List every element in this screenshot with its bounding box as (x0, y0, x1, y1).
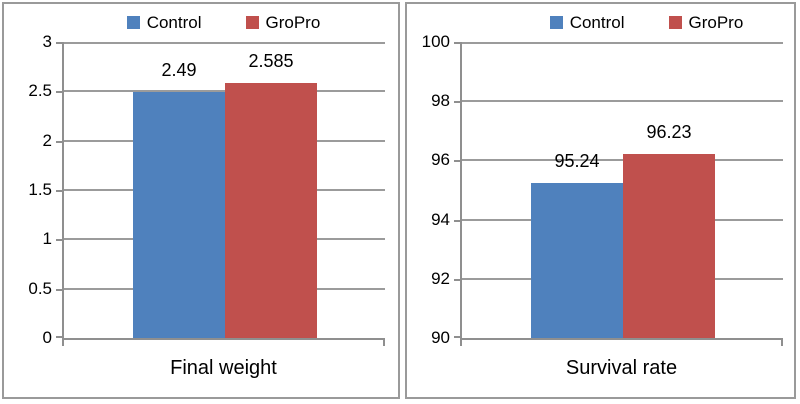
y-tick-mark (454, 160, 462, 162)
legend: Control GroPro (485, 9, 800, 36)
bar-value-label: 2.49 (161, 60, 197, 80)
category-axis-label: Survival rate (565, 357, 678, 379)
legend-label-control: Control (569, 12, 625, 32)
bar-gropro (623, 154, 715, 338)
legend-swatch-control (549, 16, 563, 29)
y-tick-label: 3 (42, 32, 52, 51)
y-tick-mark (56, 91, 64, 93)
axis-end-tick (460, 338, 462, 346)
y-tick-mark (56, 239, 64, 241)
y-tick-mark (454, 336, 462, 338)
bar-value-label: 2.585 (248, 51, 294, 71)
y-tick-label: 0 (42, 328, 52, 347)
y-tick-label: 90 (431, 328, 450, 347)
y-tick-mark (454, 101, 462, 103)
bar-control (133, 92, 225, 338)
legend: Control GroPro (62, 9, 385, 36)
legend-swatch-gropro (668, 16, 682, 29)
y-tick-label: 94 (431, 210, 450, 229)
bar-gropro (225, 83, 317, 338)
y-tick-label: 2.5 (28, 81, 52, 100)
y-tick-mark (454, 42, 462, 44)
gridline (462, 42, 783, 44)
y-tick-label: 1.5 (28, 180, 52, 199)
y-tick-mark (454, 220, 462, 222)
gridline (64, 42, 385, 44)
legend-label-gropro: GroPro (265, 12, 321, 32)
legend-item-control: Control (549, 12, 625, 33)
y-tick-label: 1 (42, 229, 52, 248)
gridline (462, 100, 783, 102)
bar-control (531, 183, 623, 338)
legend-label-gropro: GroPro (688, 12, 744, 32)
plot-area: 2.49 2.585 (56, 42, 385, 346)
y-tick-mark (56, 336, 64, 338)
gridline (64, 90, 385, 92)
axis-end-tick (62, 338, 64, 346)
y-tick-mark (56, 141, 64, 143)
axis-end-tick (781, 338, 783, 346)
y-tick-label: 92 (431, 269, 450, 288)
y-tick-mark (454, 279, 462, 281)
gridline (462, 159, 783, 161)
legend-swatch-control (126, 16, 140, 29)
legend-swatch-gropro (245, 16, 259, 29)
y-tick-mark (56, 289, 64, 291)
y-tick-label: 2 (42, 131, 52, 150)
chart-panel-survival-rate: Control GroPro 95.24 96.23 Survival rate … (405, 2, 796, 399)
category-axis-label: Final weight (170, 357, 277, 379)
legend-item-gropro: GroPro (245, 12, 321, 33)
legend-item-gropro: GroPro (668, 12, 744, 33)
y-tick-label: 96 (431, 150, 450, 169)
plot-area: 95.24 96.23 (454, 42, 783, 346)
y-tick-label: 100 (421, 32, 450, 51)
bar-value-label: 96.23 (646, 122, 692, 142)
y-tick-mark (56, 42, 64, 44)
axis-end-tick (383, 338, 385, 346)
legend-item-control: Control (126, 12, 202, 33)
legend-label-control: Control (146, 12, 202, 32)
y-tick-label: 0.5 (28, 279, 52, 298)
bar-value-label: 95.24 (554, 151, 600, 171)
y-tick-mark (56, 190, 64, 192)
y-tick-label: 98 (431, 91, 450, 110)
